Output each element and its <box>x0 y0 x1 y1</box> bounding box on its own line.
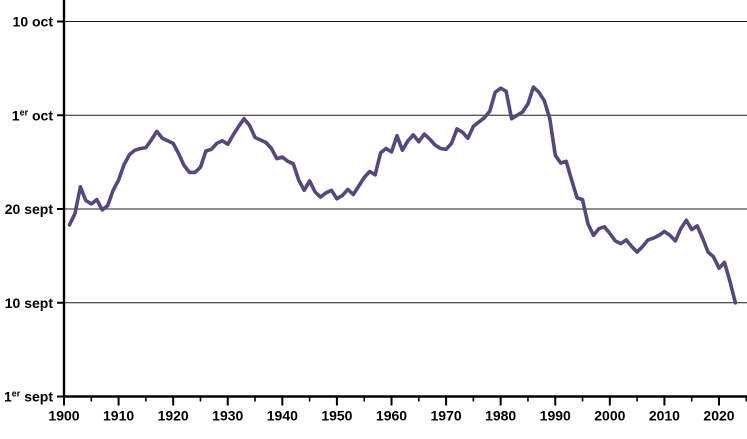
x-tick-label: 2000 <box>594 408 625 424</box>
x-tick-label: 1970 <box>431 408 462 424</box>
y-tick-label: 10 sept <box>5 295 54 311</box>
x-tick-label: 1930 <box>212 408 243 424</box>
data-series-line <box>67 85 738 305</box>
x-tick-label: 1960 <box>376 408 407 424</box>
y-tick-label: 1er oct <box>12 107 54 123</box>
y-tick-label: 1er sept <box>4 389 53 405</box>
y-tick-label: 20 sept <box>5 201 54 217</box>
x-tick-label: 1990 <box>540 408 571 424</box>
x-tick-label: 1950 <box>321 408 352 424</box>
x-tick-label: 2010 <box>649 408 680 424</box>
x-tick-label: 2020 <box>703 408 734 424</box>
x-tick-label: 1910 <box>103 408 134 424</box>
x-tick-label: 1980 <box>485 408 516 424</box>
x-tick-label: 1900 <box>48 408 79 424</box>
x-tick-label: 1920 <box>158 408 189 424</box>
x-tick-label: 1940 <box>267 408 298 424</box>
y-tick-label: 10 oct <box>13 14 54 30</box>
